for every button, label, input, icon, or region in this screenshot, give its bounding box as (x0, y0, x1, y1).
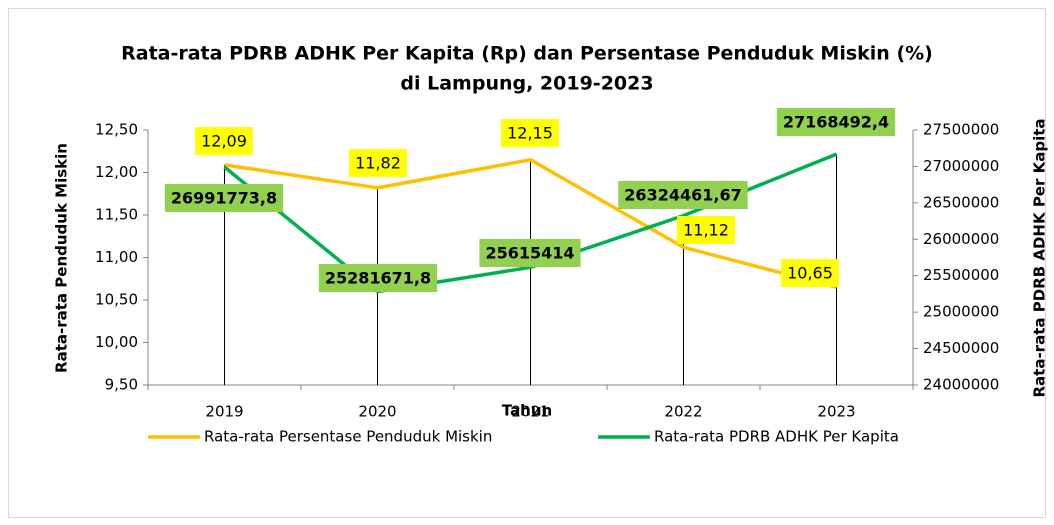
x-tick-label: 2019 (205, 403, 243, 421)
y2-tick-label: 26000000 (923, 230, 999, 248)
value-label-box (501, 119, 559, 147)
x-tick-label: 2023 (817, 403, 855, 421)
value-label-box (479, 239, 581, 267)
y-tick-label: 9,50 (105, 376, 138, 394)
value-label: 26324461,67 (624, 186, 741, 205)
value-label: 25281671,8 (325, 269, 431, 288)
value-label-box (618, 181, 748, 209)
chart-title: Rata-rata PDRB ADHK Per Kapita (Rp) dan … (121, 43, 933, 65)
chart-title: di Lampung, 2019-2023 (400, 73, 653, 95)
x-tick-label: 2022 (664, 403, 702, 421)
value-label: 25615414 (485, 244, 574, 263)
value-label-box (776, 108, 896, 136)
y-axis-title: Rata-rata Penduduk Miskin (53, 143, 71, 373)
x-tick-label: 2021 (511, 403, 549, 421)
y2-axis-title: Rata-rata PDRB ADHK Per Kapita (1031, 118, 1049, 397)
value-label: 27168492,4 (783, 113, 889, 132)
value-label-box (677, 216, 735, 244)
y2-tick-label: 25000000 (923, 303, 999, 321)
y-tick-label: 12,50 (95, 121, 138, 139)
value-label-box (164, 184, 284, 212)
x-axis-title: Tahun (502, 402, 552, 420)
legend-label: Rata-rata PDRB ADHK Per Kapita (654, 428, 899, 446)
value-label-box (349, 149, 407, 177)
y-tick-label: 11,00 (95, 248, 138, 266)
y-tick-label: 12,00 (95, 163, 138, 181)
y2-tick-label: 27500000 (923, 121, 999, 139)
y2-tick-label: 25500000 (923, 266, 999, 284)
value-label: 10,65 (787, 264, 833, 283)
value-label-box (781, 259, 839, 287)
y-tick-label: 10,00 (95, 333, 138, 351)
legend-label: Rata-rata Persentase Penduduk Miskin (204, 428, 492, 446)
y2-tick-label: 24000000 (923, 376, 999, 394)
y-tick-label: 11,50 (95, 206, 138, 224)
y2-tick-label: 24500000 (923, 339, 999, 357)
series-line (224, 158, 837, 289)
y2-tick-label: 27000000 (923, 157, 999, 175)
value-label: 12,09 (201, 132, 247, 151)
value-label: 12,15 (507, 124, 553, 143)
value-label: 11,82 (355, 154, 401, 173)
x-tick-label: 2020 (358, 403, 396, 421)
value-label-box (318, 264, 438, 292)
value-label-box (195, 127, 253, 155)
y2-tick-label: 26500000 (923, 193, 999, 211)
value-label: 11,12 (683, 221, 729, 240)
y-tick-label: 10,50 (95, 291, 138, 309)
value-label: 26991773,8 (171, 189, 277, 208)
